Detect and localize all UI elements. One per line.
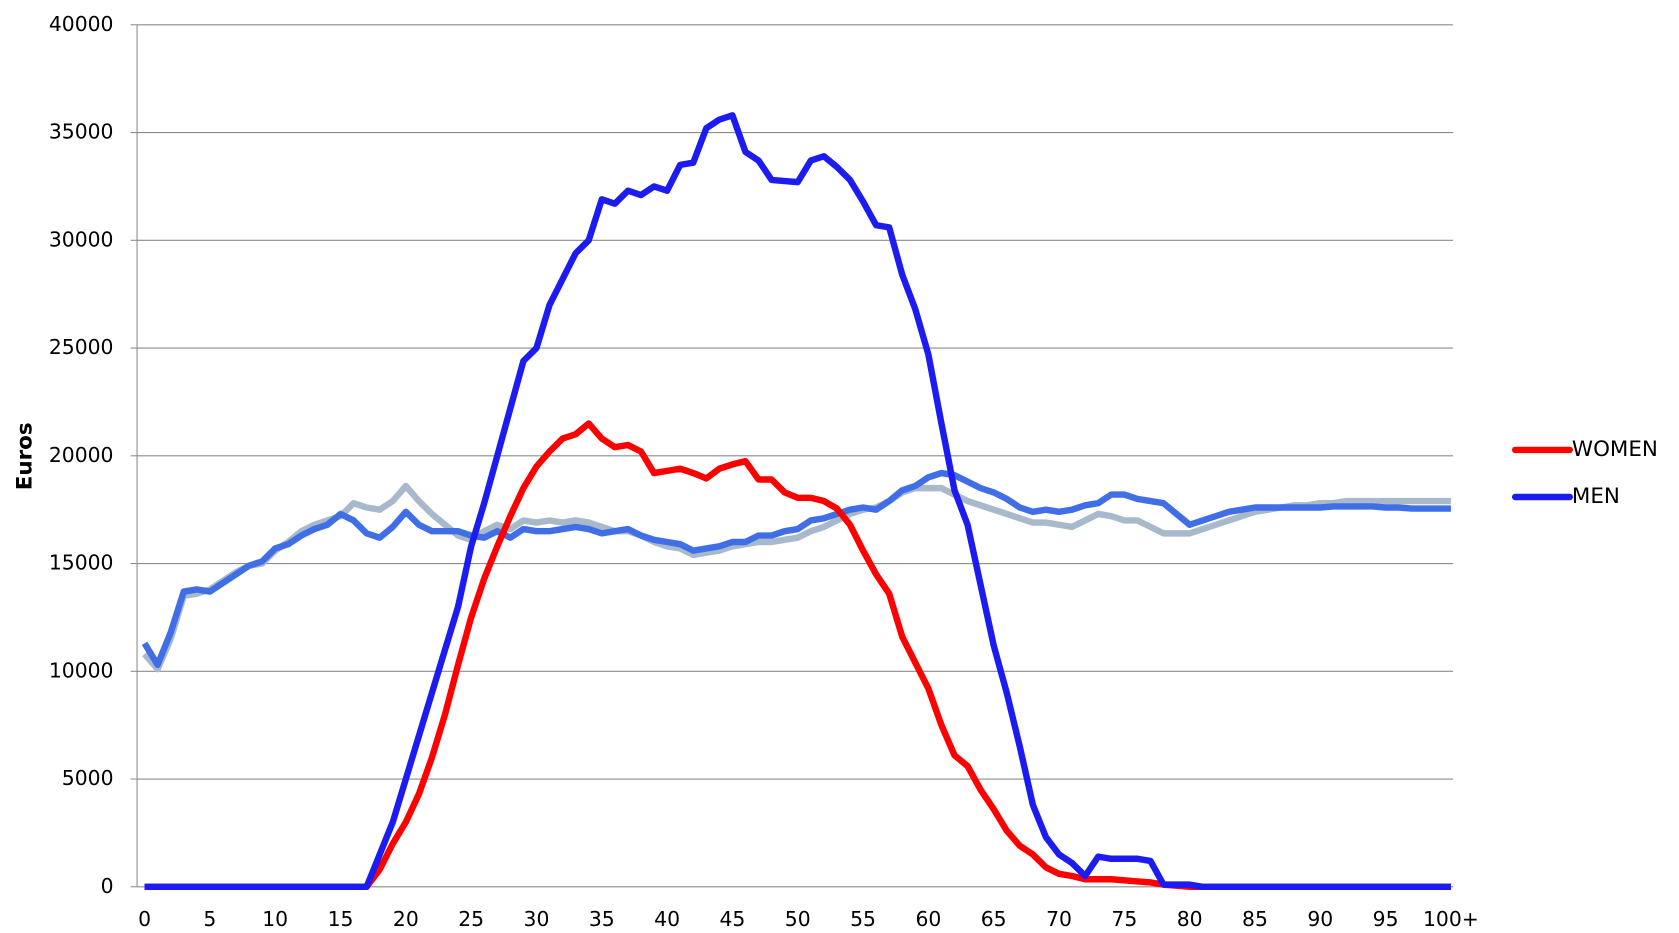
x-tick-label: 35	[589, 907, 615, 931]
data-line	[144, 112, 1451, 890]
y-tick-label: 0	[101, 874, 114, 898]
x-tick-label: 60	[915, 907, 941, 931]
y-tick-label: 15000	[49, 551, 114, 575]
y-tick-label: 10000	[49, 658, 114, 682]
x-tick-label: 80	[1177, 907, 1203, 931]
y-axis-label: Euros	[13, 422, 38, 490]
x-tick-label: 70	[1046, 907, 1072, 931]
x-tick-label: 75	[1111, 907, 1137, 931]
x-tick-label: 30	[524, 907, 550, 931]
x-tick-label: 15	[328, 907, 354, 931]
x-tick-label: 45	[719, 907, 745, 931]
x-tick-label: 100+	[1423, 907, 1479, 931]
y-tick-label: 35000	[49, 120, 114, 144]
y-tick-label: 25000	[49, 335, 114, 359]
x-tick-label: 85	[1242, 907, 1268, 931]
x-tick-label: 10	[262, 907, 288, 931]
x-tick-label: 90	[1307, 907, 1333, 931]
x-tick-label: 20	[393, 907, 419, 931]
x-tick-label: 0	[138, 907, 151, 931]
x-tick-label: 25	[458, 907, 484, 931]
x-tick-label: 5	[203, 907, 216, 931]
data-line	[142, 482, 1451, 673]
legend-label: WOMEN	[1572, 437, 1658, 462]
y-tick-label: 5000	[62, 766, 114, 790]
legend-label: MEN	[1572, 484, 1620, 509]
x-tick-label: 50	[785, 907, 811, 931]
x-tick-label: 40	[654, 907, 680, 931]
x-tick-label: 65	[981, 907, 1007, 931]
y-tick-label: 30000	[49, 227, 114, 251]
y-tick-label: 40000	[49, 12, 114, 36]
y-tick-label: 20000	[49, 443, 114, 467]
data-line	[141, 469, 1451, 669]
data-line	[144, 420, 1451, 890]
x-tick-label: 55	[850, 907, 876, 931]
x-tick-label: 95	[1373, 907, 1399, 931]
